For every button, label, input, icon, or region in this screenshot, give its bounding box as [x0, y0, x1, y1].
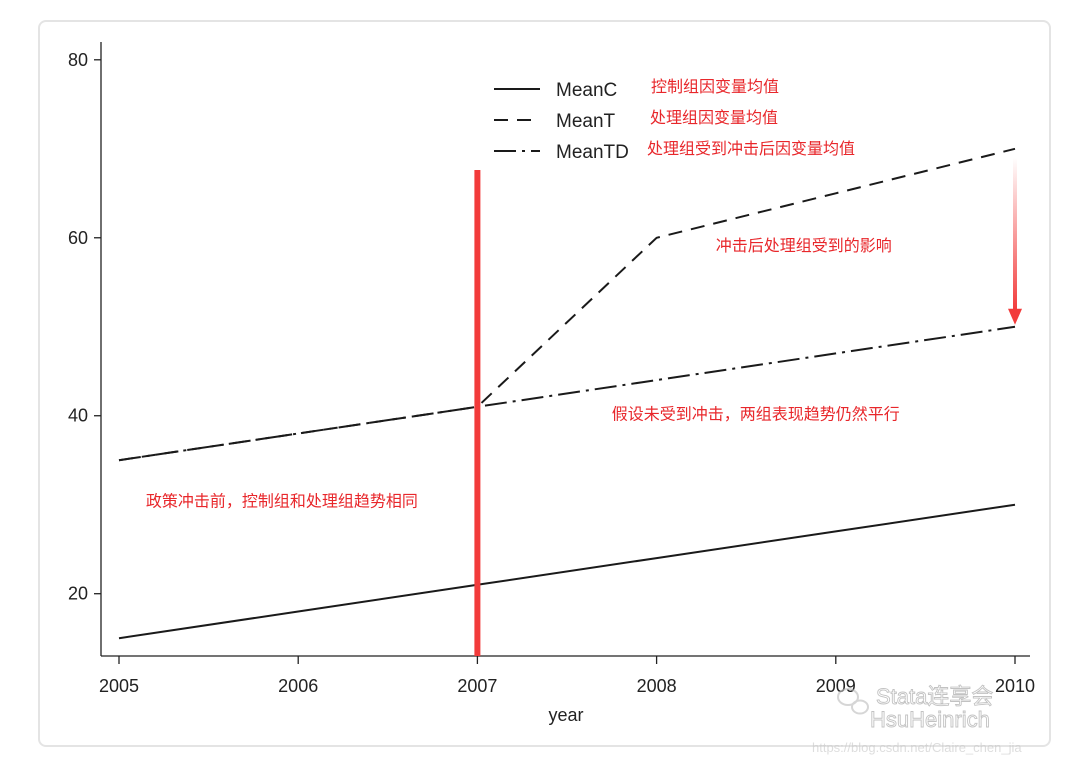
x-tick-label: 2009 — [816, 676, 856, 696]
y-tick-label: 40 — [68, 406, 88, 426]
legend: MeanC 控制组因变量均值 MeanT 处理组因变量均值 MeanTD 处理组受到冲击后… — [494, 78, 855, 163]
legend-label-MeanC: MeanC — [556, 80, 617, 101]
policy-shock-line — [474, 170, 481, 656]
annotation: 政策冲击前，控制组和处理组趋势相同 — [146, 493, 418, 511]
annotation: 冲击后处理组受到的影响 — [716, 237, 892, 255]
axes — [100, 42, 1030, 657]
watermark-url: https://blog.csdn.net/Claire_chen_jia — [812, 740, 1022, 755]
x-tick-label: 2005 — [99, 676, 139, 696]
legend-label-MeanT: MeanT — [556, 111, 616, 132]
y-tick-label: 60 — [68, 228, 88, 248]
x-ticks: 2005 2006 2007 2008 2009 2010 — [99, 656, 1035, 696]
legend-label-MeanTD: MeanTD — [556, 142, 629, 163]
x-tick-label: 2007 — [457, 676, 497, 696]
y-tick-label: 20 — [68, 584, 88, 604]
watermark-line1: Stata连享会 — [876, 684, 993, 709]
watermark: Stata连享会 HsuHeinrich https://blog.csdn.n… — [812, 684, 1022, 755]
x-tick-label: 2008 — [637, 676, 677, 696]
watermark-line2: HsuHeinrich — [870, 707, 990, 732]
x-axis-label: year — [548, 705, 583, 725]
annotations: 冲击后处理组受到的影响假设未受到冲击，两组表现趋势仍然平行政策冲击前，控制组和处… — [146, 237, 900, 510]
wechat-icon — [837, 688, 869, 715]
legend-note: 处理组受到冲击后因变量均值 — [647, 140, 855, 158]
y-tick-label: 80 — [68, 50, 88, 70]
legend-note: 处理组因变量均值 — [650, 109, 778, 127]
legend-note: 控制组因变量均值 — [651, 78, 779, 96]
overlay-layer — [474, 157, 1022, 656]
annotation: 假设未受到冲击，两组表现趋势仍然平行 — [612, 405, 900, 423]
effect-arrow-head — [1008, 308, 1022, 325]
x-tick-label: 2006 — [278, 676, 318, 696]
series-layer — [118, 147, 1016, 640]
series-line-MeanTD — [118, 325, 1016, 462]
x-tick-label: 2010 — [995, 676, 1035, 696]
series-line-MeanC — [118, 503, 1016, 640]
effect-arrow-shaft — [1013, 157, 1017, 311]
y-ticks: 20 40 60 80 — [68, 50, 101, 604]
